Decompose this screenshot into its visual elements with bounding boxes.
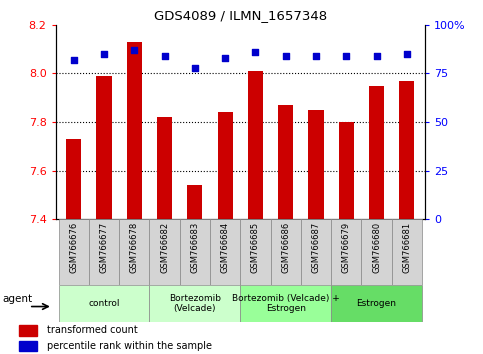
Bar xyxy=(127,42,142,219)
Text: GSM766687: GSM766687 xyxy=(312,222,321,273)
Text: GSM766683: GSM766683 xyxy=(190,222,199,273)
Bar xyxy=(187,185,202,219)
Text: GSM766682: GSM766682 xyxy=(160,222,169,273)
Point xyxy=(312,53,320,59)
Bar xyxy=(241,285,331,322)
Bar xyxy=(339,122,354,219)
Bar xyxy=(19,341,37,351)
Bar xyxy=(66,139,81,219)
Point xyxy=(191,65,199,70)
Text: Bortezomib
(Velcade): Bortezomib (Velcade) xyxy=(169,294,221,313)
Title: GDS4089 / ILMN_1657348: GDS4089 / ILMN_1657348 xyxy=(154,9,327,22)
Bar xyxy=(180,219,210,285)
Text: GSM766685: GSM766685 xyxy=(251,222,260,273)
Bar xyxy=(369,86,384,219)
Text: percentile rank within the sample: percentile rank within the sample xyxy=(47,341,212,351)
Text: GSM766684: GSM766684 xyxy=(221,222,229,273)
Bar xyxy=(149,219,180,285)
Bar xyxy=(278,105,293,219)
Text: agent: agent xyxy=(3,294,33,304)
Point xyxy=(70,57,78,63)
Bar xyxy=(248,71,263,219)
Text: transformed count: transformed count xyxy=(47,325,138,336)
Bar xyxy=(309,110,324,219)
Bar xyxy=(210,219,241,285)
Text: GSM766680: GSM766680 xyxy=(372,222,381,273)
Bar xyxy=(241,219,270,285)
Bar xyxy=(361,219,392,285)
Point xyxy=(161,53,169,59)
Text: control: control xyxy=(88,299,120,308)
Point xyxy=(373,53,381,59)
Text: GSM766686: GSM766686 xyxy=(281,222,290,273)
Bar xyxy=(392,219,422,285)
Text: GSM766677: GSM766677 xyxy=(99,222,109,273)
Bar xyxy=(301,219,331,285)
Point xyxy=(252,49,259,55)
Text: Estrogen: Estrogen xyxy=(356,299,397,308)
Bar xyxy=(19,325,37,336)
Bar xyxy=(89,219,119,285)
Point xyxy=(221,55,229,61)
Text: GSM766679: GSM766679 xyxy=(342,222,351,273)
Point xyxy=(100,51,108,57)
Bar xyxy=(270,219,301,285)
Bar xyxy=(331,219,361,285)
Bar xyxy=(331,285,422,322)
Text: GSM766676: GSM766676 xyxy=(69,222,78,273)
Bar xyxy=(119,219,149,285)
Point xyxy=(403,51,411,57)
Bar xyxy=(217,113,233,219)
Text: GSM766678: GSM766678 xyxy=(130,222,139,273)
Bar xyxy=(97,76,112,219)
Bar xyxy=(149,285,241,322)
Bar xyxy=(58,219,89,285)
Point xyxy=(130,47,138,53)
Point xyxy=(282,53,290,59)
Bar xyxy=(58,285,149,322)
Point xyxy=(342,53,350,59)
Text: GSM766681: GSM766681 xyxy=(402,222,412,273)
Bar xyxy=(399,81,414,219)
Text: Bortezomib (Velcade) +
Estrogen: Bortezomib (Velcade) + Estrogen xyxy=(232,294,340,313)
Bar xyxy=(157,117,172,219)
